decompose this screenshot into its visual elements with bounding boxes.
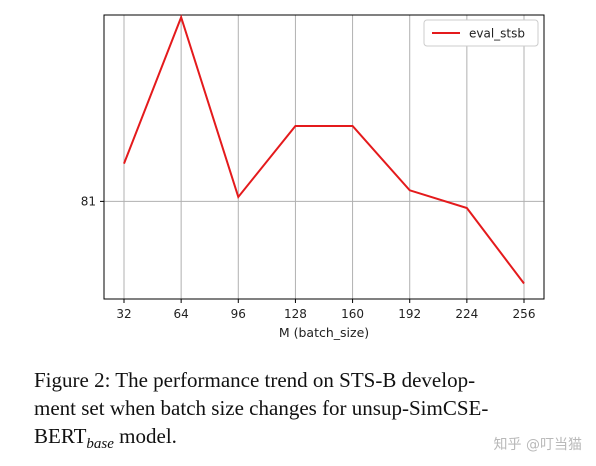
x-tick-label-192: 192 <box>398 307 421 321</box>
x-tick-label-128: 128 <box>284 307 307 321</box>
caption-line-3: BERTbase model. <box>34 422 582 453</box>
x-tick-label-160: 160 <box>341 307 364 321</box>
series-layer <box>123 14 525 285</box>
caption-subscript-base: base <box>86 436 114 452</box>
caption-bert: BERT <box>34 424 87 448</box>
x-tick-label-256: 256 <box>513 307 536 321</box>
grid-lines <box>104 15 544 299</box>
figure-caption: Figure 2: The performance trend on STS-B… <box>34 366 582 453</box>
x-tick-label-96: 96 <box>231 307 246 321</box>
x-tick-label-64: 64 <box>174 307 189 321</box>
axis-ticks: 32 64 96 128 160 192 224 256 81 <box>81 194 536 321</box>
legend-box <box>423 19 539 47</box>
y-tick-label-81: 81 <box>81 194 96 208</box>
legend: eval_stsb <box>423 19 539 47</box>
x-axis-label: M (batch_size) <box>279 325 369 340</box>
caption-line-1: Figure 2: The performance trend on STS-B… <box>34 368 476 392</box>
legend-label-eval-stsb: eval_stsb <box>469 27 525 41</box>
caption-line-2: ment set when batch size changes for uns… <box>34 396 489 420</box>
series-line-eval-stsb <box>123 14 525 285</box>
x-tick-label-32: 32 <box>116 307 131 321</box>
plot-area-frame <box>103 14 545 300</box>
caption-model: model. <box>113 424 177 448</box>
line-chart: 32 64 96 128 160 192 224 256 81 M (batch_size) e… <box>81 14 545 340</box>
watermark: 知乎 @叮当猫 <box>493 437 582 453</box>
x-tick-label-224: 224 <box>455 307 478 321</box>
